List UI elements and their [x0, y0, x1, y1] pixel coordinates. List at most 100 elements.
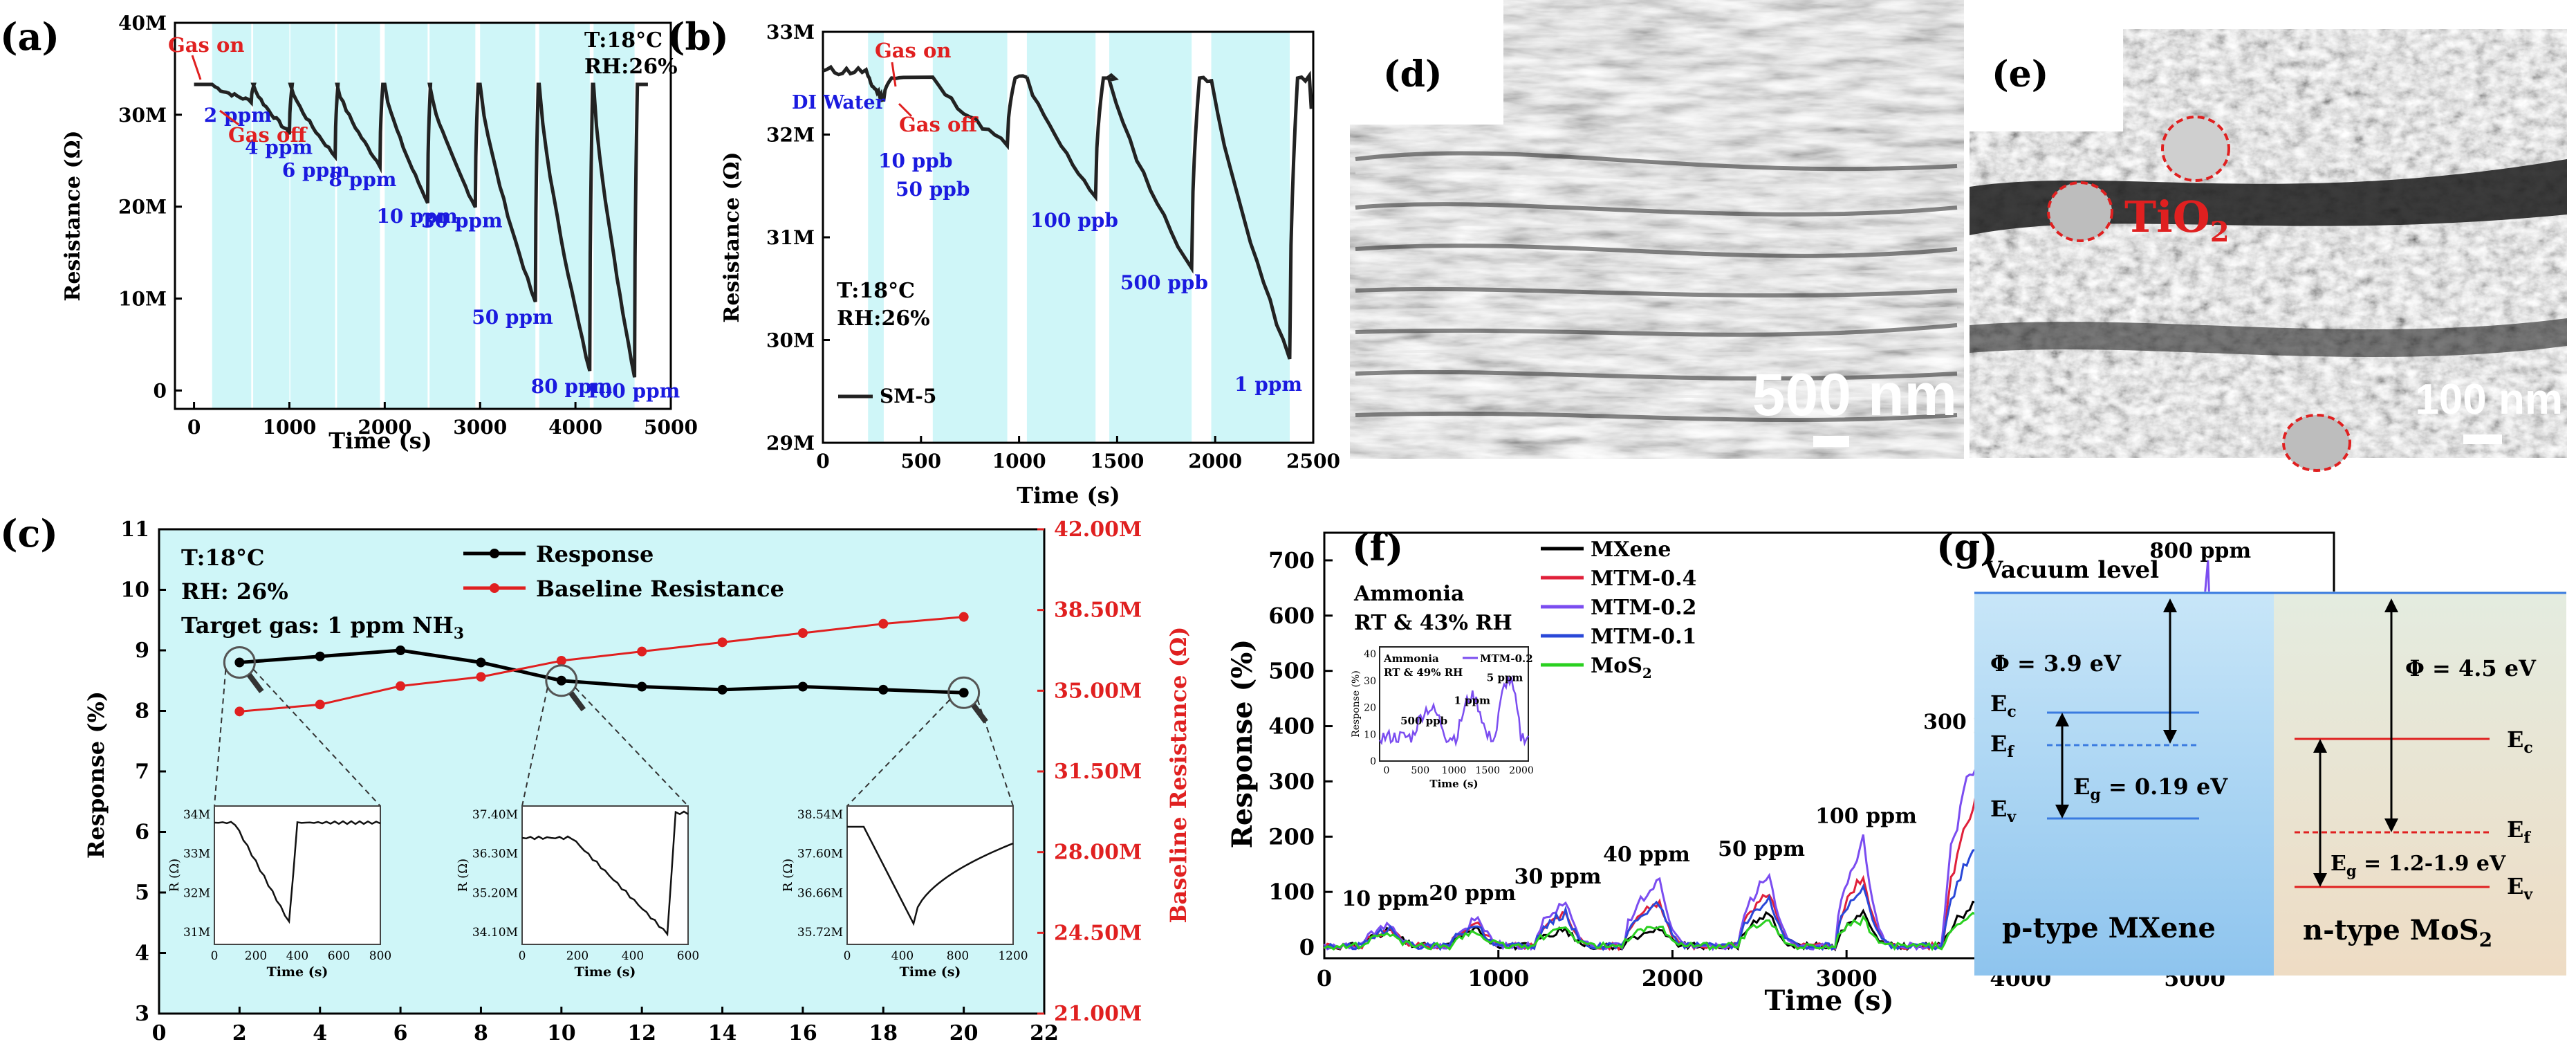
- c-inset-0-ytick-0: 34M: [183, 808, 210, 822]
- c-baseline-point-8: [878, 619, 889, 629]
- c-inset-1-ytick-2: 35.20M: [472, 886, 518, 900]
- a-gas-off: Gas off: [228, 123, 308, 147]
- c-rh: RH: 26%: [181, 578, 288, 605]
- f-xtick-label-0: 0: [1317, 965, 1332, 991]
- c-ytick-label-5: 8: [135, 699, 149, 724]
- c-inset-frame-2: [846, 805, 1014, 945]
- c-inset-0-xtick-1: 200: [245, 949, 267, 963]
- a-xtick-label-3: 3000: [453, 416, 507, 439]
- c-response-point-7: [797, 681, 808, 692]
- f-inset-label-0: 500 ppb: [1400, 715, 1447, 727]
- f-legend-label-4: MoS2: [1591, 654, 1652, 681]
- f-conc-label-0: 10 ppm: [1342, 887, 1429, 911]
- panel-label-a: (a): [0, 15, 59, 59]
- b-xtick-label-2: 1000: [992, 450, 1046, 473]
- c-response-point-9: [958, 688, 969, 698]
- d-scale-bar: [1813, 436, 1849, 447]
- f-inset-xtick-3: 1500: [1475, 765, 1500, 776]
- f-inset-xlabel: Time (s): [1429, 778, 1478, 790]
- c-inset-frame-1: [521, 805, 689, 945]
- c-inset-curve-0: [214, 820, 381, 924]
- b-conc-label-0: 10 ppb: [878, 149, 952, 172]
- c-target: Target gas: 1 ppm NH3: [181, 612, 464, 643]
- g-left-phi: Φ = 3.9 eV: [1990, 650, 2122, 677]
- a-gas-on-arrow: [191, 55, 202, 80]
- c-inset-2-ytick-2: 36.66M: [797, 886, 843, 900]
- c-inset-0-xlabel: Time (s): [267, 964, 328, 980]
- c-xtick-label-0: 0: [152, 1021, 167, 1045]
- f-xtick-label-3: 3000: [1816, 965, 1878, 991]
- c-xtick-label-8: 16: [788, 1021, 817, 1045]
- c-connector-left-1: [521, 687, 548, 807]
- f-legend: MXene MTM-0.4 MTM-0.2 MTM-0.1 MoS2: [1541, 538, 1696, 681]
- c-axis-ticks: 0 2 4 6 8 10 12 14 16 18 20 22 3 4 5 6 7 8 9 10 11 21.00M 24.5…: [120, 518, 1142, 1045]
- a-conc-label-3: 8 ppm: [328, 168, 396, 191]
- c-baseline-point-4: [556, 656, 566, 666]
- g-left-ef: Ef: [1990, 731, 2014, 761]
- g-vacuum-label: Vacuum level: [1984, 556, 2159, 584]
- f-inset-curve: [1378, 675, 1530, 747]
- f-ytick-label-7: 700: [1268, 547, 1315, 574]
- a-xlabel: Time (s): [328, 428, 432, 454]
- a-ytick-label-4: 40M: [118, 12, 167, 35]
- b-conc-label-2: 100 ppb: [1030, 209, 1118, 232]
- c-magnifier-2: [947, 676, 981, 709]
- e-tio2-circle-2: [2047, 181, 2113, 242]
- c-y2tick-label-3: 31.50M: [1054, 760, 1142, 784]
- c-response-point-1: [315, 651, 325, 661]
- b-band-2: [1026, 32, 1096, 443]
- f-conc-label-2: 30 ppm: [1514, 865, 1602, 889]
- c-inset-2-xtick-0: 0: [844, 949, 851, 963]
- f-ytick-label-5: 500: [1268, 658, 1315, 684]
- c-xtick-label-2: 4: [313, 1021, 327, 1045]
- a-band-5: [429, 23, 476, 409]
- a-xtick-label-0: 0: [187, 416, 201, 439]
- panel-label-e: (e): [1992, 53, 2048, 95]
- e-dark-crack: [1970, 159, 2567, 235]
- c-legend-baseline: Baseline Resistance: [536, 576, 784, 602]
- c-series: [214, 612, 1014, 807]
- b-band-0: [868, 32, 884, 443]
- panel-label-b: (b): [667, 15, 729, 59]
- e-tio2-circle-1: [2161, 116, 2230, 182]
- b-ytick-label-4: 33M: [766, 21, 815, 44]
- c-baseline-line: [239, 616, 964, 713]
- c-inset-1-ytick-1: 36.30M: [472, 848, 518, 861]
- f-inset-legend: MTM-0.2: [1480, 652, 1533, 665]
- f-title2: RT & 43% RH: [1354, 611, 1512, 635]
- a-plot-frame: [174, 21, 672, 410]
- c-xtick-label-10: 20: [949, 1021, 979, 1045]
- c-y2label: Baseline Resistance (Ω): [1165, 627, 1192, 924]
- c-inset-2-ytick-1: 37.60M: [797, 848, 843, 861]
- f-inset-ytick-2: 20: [1364, 703, 1376, 714]
- c-xtick-label-6: 12: [627, 1021, 656, 1045]
- b-band-1: [932, 32, 1008, 443]
- f-inset-xtick-0: 0: [1384, 765, 1390, 776]
- a-conc-label-5: 30 ppm: [421, 210, 503, 232]
- f-inset-ytick-4: 40: [1364, 649, 1376, 660]
- b-ytick-label-2: 31M: [766, 226, 815, 249]
- b-gas-off-arrow: [898, 102, 913, 118]
- c-response-point-5: [637, 681, 647, 692]
- b-temp: T:18°C: [837, 279, 915, 303]
- c-inset-1-xtick-0: 0: [519, 949, 526, 963]
- c-ytick-label-0: 3: [135, 1002, 149, 1026]
- e-dark-crack-2: [1970, 318, 2567, 358]
- f-ytick-label-4: 400: [1268, 713, 1315, 740]
- c-legend-response-marker: [490, 549, 499, 558]
- b-di-water: DI Water: [792, 92, 886, 113]
- b-xtick-label-5: 2500: [1286, 450, 1340, 473]
- b-xtick-label-3: 1500: [1090, 450, 1144, 473]
- f-inset-ylabel: Response (%): [1351, 670, 1362, 738]
- panel-d: (d) 500 nm: [1350, 0, 1964, 459]
- e-label-box: [1970, 29, 2123, 131]
- c-inset-0-xtick-4: 800: [369, 949, 391, 963]
- f-inset-ytick-0: 0: [1370, 756, 1376, 767]
- c-inset-1-ytick-0: 37.40M: [472, 808, 518, 822]
- c-connector-left-0: [214, 669, 227, 807]
- c-inset-1-xtick-3: 600: [677, 949, 699, 963]
- c-baseline-point-9: [958, 612, 969, 622]
- f-inset-xtick-2: 1000: [1442, 765, 1467, 776]
